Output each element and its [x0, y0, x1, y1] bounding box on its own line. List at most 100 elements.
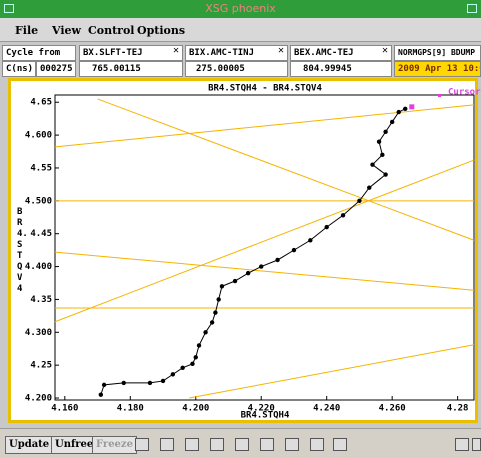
- close-icon[interactable]: ✕: [173, 45, 180, 56]
- reference-line: [54, 159, 475, 323]
- data-point: [291, 247, 297, 253]
- data-point: [219, 284, 225, 289]
- data-point: [259, 264, 264, 269]
- tool-icon[interactable]: [285, 438, 299, 451]
- y-axis-label: BR4.STQV4: [17, 207, 28, 294]
- tool-icon[interactable]: [160, 438, 174, 451]
- reference-line: [97, 98, 475, 241]
- x-tick-label: 4.240: [313, 404, 340, 414]
- data-point: [275, 257, 280, 263]
- cycle-value[interactable]: 000275: [36, 61, 76, 77]
- data-point: [383, 172, 388, 177]
- data-point: [340, 213, 346, 218]
- close-icon[interactable]: ✕: [382, 45, 389, 56]
- data-point: [308, 238, 313, 243]
- data-point: [180, 365, 185, 370]
- data-point: [380, 152, 385, 158]
- menu-item[interactable]: Options: [137, 24, 186, 37]
- data-point: [98, 392, 104, 397]
- data-point: [101, 382, 107, 388]
- title-bar: XSG phoenix: [0, 0, 481, 18]
- data-point: [216, 297, 221, 302]
- data-point: [370, 162, 375, 167]
- window-menu-icon[interactable]: [4, 4, 14, 13]
- menu-item[interactable]: View: [52, 24, 81, 37]
- tool-icon[interactable]: [235, 438, 249, 451]
- data-point: [196, 343, 202, 348]
- tool-icon[interactable]: [210, 438, 224, 451]
- close-icon[interactable]: ✕: [278, 45, 285, 56]
- data-point: [324, 224, 329, 230]
- x-tick-label: 4.200: [182, 404, 209, 414]
- data-point: [193, 355, 198, 360]
- x-tick-label: 4.260: [379, 404, 406, 414]
- data-point: [245, 270, 251, 276]
- window-close-icon[interactable]: [467, 4, 477, 13]
- legend-label: Cursor: [448, 88, 481, 98]
- tool-icon[interactable]: [310, 438, 324, 451]
- y-tick-label: 4.25: [30, 361, 52, 371]
- tool-icon[interactable]: [135, 438, 149, 451]
- y-tick-label: 4.35: [30, 295, 52, 305]
- data-point: [367, 185, 372, 190]
- data-point: [160, 378, 166, 384]
- cycle-label: Cycle from: [2, 45, 76, 61]
- window-title: XSG phoenix: [205, 2, 276, 15]
- y-tick-label: 4.300: [25, 328, 52, 338]
- signal-value: 765.00115: [79, 61, 183, 77]
- cursor-point: [409, 104, 415, 110]
- signal-name: BIX.AMC-TINJ: [185, 45, 288, 61]
- signal-name: BX.SLFT-TEJ: [79, 45, 183, 61]
- y-tick-label: 4.55: [30, 163, 52, 173]
- menu-item[interactable]: Control: [88, 24, 135, 37]
- signal-value: 804.99945: [290, 61, 392, 77]
- data-point: [232, 278, 238, 284]
- y-tick-label: 4.400: [25, 262, 52, 272]
- tool-icon[interactable]: [455, 438, 469, 451]
- data-point: [357, 198, 362, 204]
- data-point: [383, 129, 388, 135]
- legend-marker: [438, 94, 441, 97]
- tool-icon[interactable]: [260, 438, 274, 451]
- trajectory-line: [100, 108, 406, 395]
- signal-name: BEX.AMC-TEJ: [290, 45, 392, 61]
- tool-icon[interactable]: [333, 438, 347, 451]
- menu-bar: [0, 18, 481, 42]
- x-tick-label: 4.220: [248, 404, 275, 414]
- data-point: [209, 320, 215, 325]
- x-tick-label: 4.160: [51, 404, 78, 414]
- x-tick-label: 4.180: [117, 404, 144, 414]
- data-point: [203, 330, 208, 335]
- data-point: [213, 310, 218, 315]
- data-point: [147, 380, 153, 386]
- reference-line: [189, 344, 475, 399]
- plot-frame: [54, 94, 475, 401]
- data-point: [121, 380, 126, 386]
- x-tick-label: 4.28: [447, 404, 469, 414]
- data-point: [403, 106, 408, 112]
- signal-value: 275.00005: [185, 61, 288, 77]
- data-point: [396, 109, 401, 115]
- data-point: [376, 139, 382, 144]
- data-point: [190, 361, 195, 367]
- x-axis-label: BR4.STQH4: [241, 411, 290, 421]
- data-point: [389, 119, 395, 125]
- freeze-button[interactable]: Freeze: [92, 436, 137, 454]
- chart-title: BR4.STQH4 - BR4.STQV4: [208, 84, 322, 94]
- cycle-unit: C(ns): [2, 61, 36, 77]
- update-button[interactable]: Update: [5, 436, 54, 454]
- chart-panel: [8, 78, 478, 423]
- y-tick-label: 4.500: [25, 196, 52, 206]
- tool-icon[interactable]: [185, 438, 199, 451]
- y-tick-label: 4.600: [25, 131, 52, 141]
- reference-line: [54, 104, 475, 148]
- tool-icon[interactable]: [472, 438, 481, 451]
- menu-item[interactable]: File: [15, 24, 39, 37]
- y-tick-label: 4.65: [30, 98, 52, 108]
- data-point: [170, 372, 176, 377]
- y-tick-label: 4.200: [25, 394, 52, 404]
- y-tick-label: 4.45: [30, 229, 52, 239]
- chart: BR4.STQH4 - BR4.STQV4 BR4.STQH4 4.160 4.1…: [25, 84, 481, 421]
- reference-line: [54, 251, 475, 291]
